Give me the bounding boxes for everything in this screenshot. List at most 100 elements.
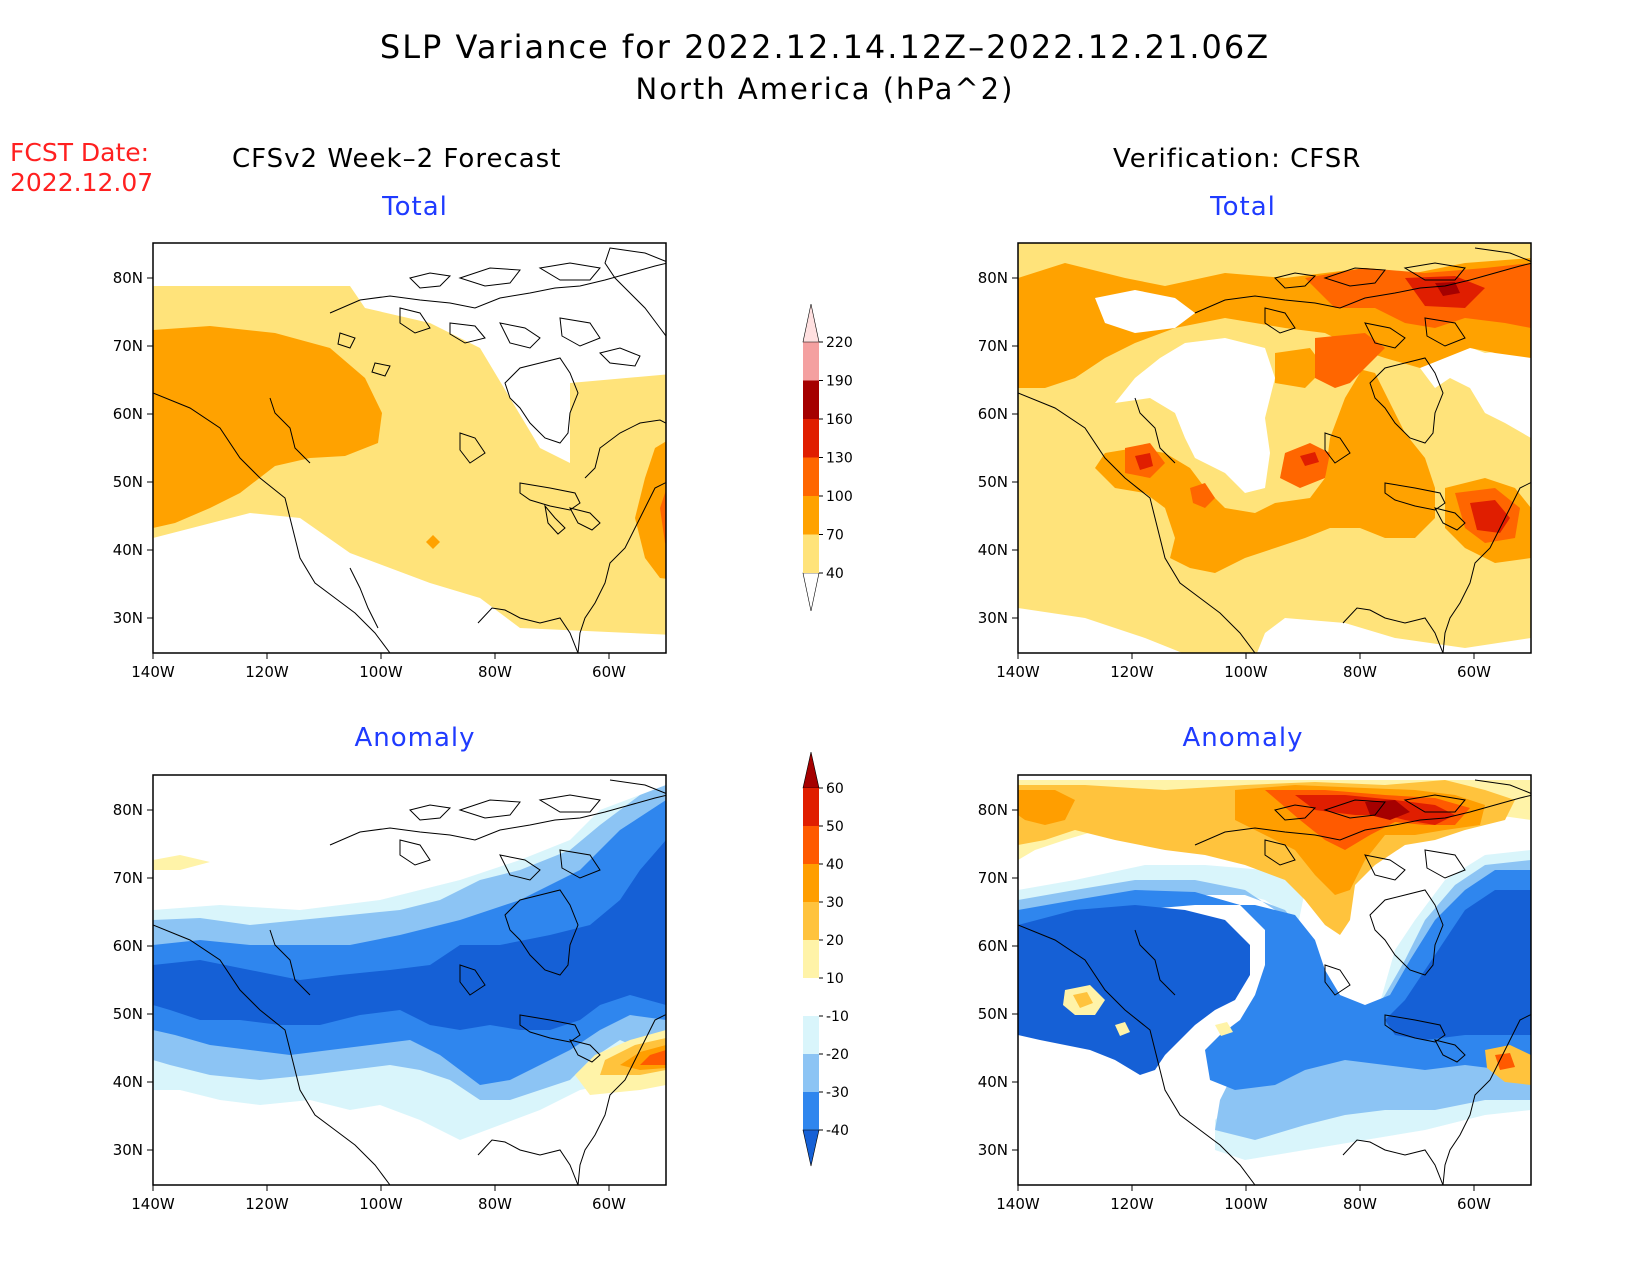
lat-label: 40N (113, 1073, 143, 1091)
colorbar-swatch (802, 303, 820, 343)
lon-label: 80W (1343, 663, 1377, 681)
colorbar-swatch (803, 1016, 819, 1054)
coastline (1018, 247, 1531, 653)
colorbar-swatch (803, 534, 819, 573)
lon-axis: 140W 120W 100W 80W 60W (131, 1185, 626, 1213)
coastline (153, 247, 666, 653)
lat-label: 50N (978, 1005, 1008, 1023)
colorbar-swatch (802, 1129, 820, 1167)
subtitle-verification-anomaly: Anomaly (1182, 723, 1304, 753)
lon-label: 120W (1110, 663, 1154, 681)
lat-label: 80N (978, 801, 1008, 819)
lat-label: 70N (978, 869, 1008, 887)
colorbar-level-label: 70 (826, 528, 844, 544)
lon-label: 80W (478, 1195, 512, 1213)
lat-label: 50N (113, 473, 143, 491)
lat-label: 30N (113, 1141, 143, 1159)
colorbar-anomaly-swatches (802, 752, 823, 1167)
colorbar-swatch (803, 826, 819, 864)
colorbar-level-label: -20 (826, 1047, 849, 1063)
plot-frame (1017, 774, 1532, 1186)
map-panel-forecast-anomaly: 80N 70N 60N 50N 40N 30N 140W 120W 100W 8… (113, 774, 667, 1213)
main-title: SLP Variance for 2022.12.14.12Z–2022.12.… (379, 28, 1271, 66)
colorbar-total-swatches (802, 303, 823, 612)
subtitle-forecast-anomaly: Anomaly (354, 723, 476, 753)
subtitle-forecast-total: Total (382, 192, 448, 222)
lon-label: 140W (131, 663, 175, 681)
colorbar-level-label: 130 (826, 451, 853, 467)
coastline (1018, 779, 1531, 1185)
colorbar-swatch (803, 788, 819, 826)
colorbar-swatch (803, 1092, 819, 1130)
lat-label: 30N (978, 609, 1008, 627)
plot-frame (152, 774, 667, 1186)
lon-axis: 140W 120W 100W 80W 60W (131, 653, 626, 681)
column-title-verification: Verification: CFSR (1113, 144, 1362, 174)
colorbar-swatch (803, 940, 819, 978)
colorbar-level-label: 20 (826, 933, 844, 949)
map-panel-verification-total: 80N 70N 60N 50N 40N 30N 140W 120W 100W 8… (978, 242, 1532, 681)
lon-label: 100W (359, 1195, 403, 1213)
lat-label: 50N (113, 1005, 143, 1023)
map-panel-forecast-total: 80N 70N 60N 50N 40N 30N 140W 120W 100W 8… (113, 242, 667, 681)
colorbar-swatch (802, 752, 820, 789)
lon-label: 100W (1224, 1195, 1268, 1213)
lon-label: 60W (592, 1195, 626, 1213)
main-subtitle: North America (hPa^2) (635, 72, 1015, 106)
lat-label: 30N (978, 1141, 1008, 1159)
lat-label: 40N (978, 541, 1008, 559)
lon-label: 100W (359, 663, 403, 681)
lon-label: 60W (1457, 663, 1491, 681)
colorbar-swatch (803, 864, 819, 902)
colorbar-level-label: 220 (826, 335, 853, 351)
lon-label: 140W (131, 1195, 175, 1213)
lat-axis: 80N 70N 60N 50N 40N 30N (113, 801, 153, 1159)
lon-label: 60W (592, 663, 626, 681)
colorbar-level-label: 190 (826, 374, 853, 390)
lat-label: 60N (978, 937, 1008, 955)
lon-label: 80W (1343, 1195, 1377, 1213)
lat-label: 50N (978, 473, 1008, 491)
colorbar-swatch (803, 902, 819, 940)
lat-label: 40N (113, 541, 143, 559)
lat-label: 60N (113, 937, 143, 955)
colorbar-level-label: 60 (826, 781, 844, 797)
colorbar-level-label: -30 (826, 1085, 849, 1101)
colorbar-total-labels: 40 70 100 130 160 190 220 (826, 335, 853, 582)
colorbar-level-label: 40 (826, 566, 844, 582)
plot-frame (1017, 242, 1532, 654)
lat-label: 70N (113, 869, 143, 887)
lon-label: 140W (996, 663, 1040, 681)
lat-label: 30N (113, 609, 143, 627)
lon-label: 80W (478, 663, 512, 681)
lat-label: 70N (113, 337, 143, 355)
colorbar-swatch (803, 380, 819, 419)
lat-label: 60N (978, 405, 1008, 423)
lat-label: 80N (113, 269, 143, 287)
colorbar-level-label: -10 (826, 1009, 849, 1025)
colorbar-swatch (803, 457, 819, 496)
colorbar-total: 40 70 100 130 160 190 220 (802, 303, 853, 612)
lat-label: 80N (978, 269, 1008, 287)
colorbar-swatch (802, 572, 820, 612)
lat-label: 80N (113, 801, 143, 819)
lon-label: 100W (1224, 663, 1268, 681)
lat-axis: 80N 70N 60N 50N 40N 30N (978, 269, 1018, 627)
colorbar-level-label: 50 (826, 819, 844, 835)
lat-axis: 80N 70N 60N 50N 40N 30N (113, 269, 153, 627)
colorbar-level-label: 40 (826, 857, 844, 873)
colorbar-level-label: 100 (826, 489, 853, 505)
map-panel-verification-anomaly: 80N 70N 60N 50N 40N 30N 140W 120W 100W 8… (978, 774, 1532, 1213)
column-title-forecast: CFSv2 Week–2 Forecast (232, 144, 562, 174)
lon-axis: 140W 120W 100W 80W 60W (996, 1185, 1491, 1213)
lon-axis: 140W 120W 100W 80W 60W (996, 653, 1491, 681)
lon-label: 120W (245, 663, 289, 681)
coastline (153, 779, 666, 1185)
lon-label: 140W (996, 1195, 1040, 1213)
fcst-date-label: FCST Date: (10, 138, 150, 167)
fcst-date-value: 2022.12.07 (10, 168, 154, 197)
lat-label: 60N (113, 405, 143, 423)
lon-label: 60W (1457, 1195, 1491, 1213)
lon-label: 120W (245, 1195, 289, 1213)
colorbar-level-label: 160 (826, 412, 853, 428)
